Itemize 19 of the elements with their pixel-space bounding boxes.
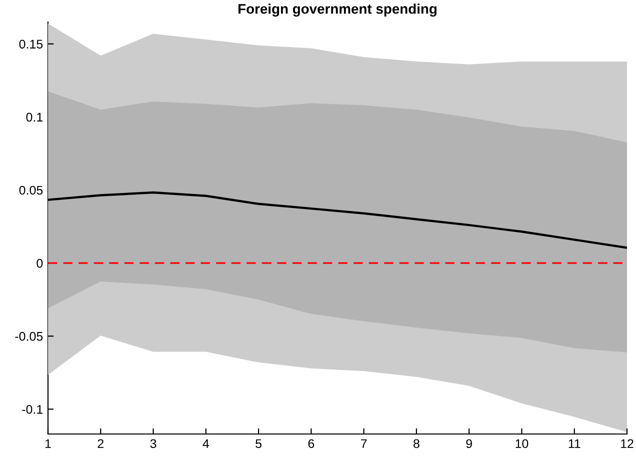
x-tick-label: 9 xyxy=(466,439,472,448)
y-tick-label: 0.1 xyxy=(26,112,43,122)
x-tick-label: 11 xyxy=(568,439,580,448)
y-tick-label: 0.15 xyxy=(19,40,43,49)
x-tick-label: 4 xyxy=(202,439,210,448)
x-tick-label: 10 xyxy=(516,439,528,448)
x-tick-label: 7 xyxy=(360,439,367,448)
y-tick-label: 0.05 xyxy=(19,186,43,195)
x-tick-label: 8 xyxy=(414,439,420,448)
y-tick-label: 0 xyxy=(36,258,43,268)
y-tick-label: -0.1 xyxy=(22,404,43,414)
x-tick-label: 1 xyxy=(45,439,51,448)
x-tick-label: 3 xyxy=(150,439,156,448)
x-tick-label: 12 xyxy=(621,439,634,448)
chart-title: Foreign government spending xyxy=(238,4,437,17)
x-tick-label: 5 xyxy=(256,439,262,448)
y-tick-label: -0.05 xyxy=(15,332,43,341)
x-tick-label: 2 xyxy=(98,439,104,448)
x-tick-label: 6 xyxy=(308,439,314,448)
